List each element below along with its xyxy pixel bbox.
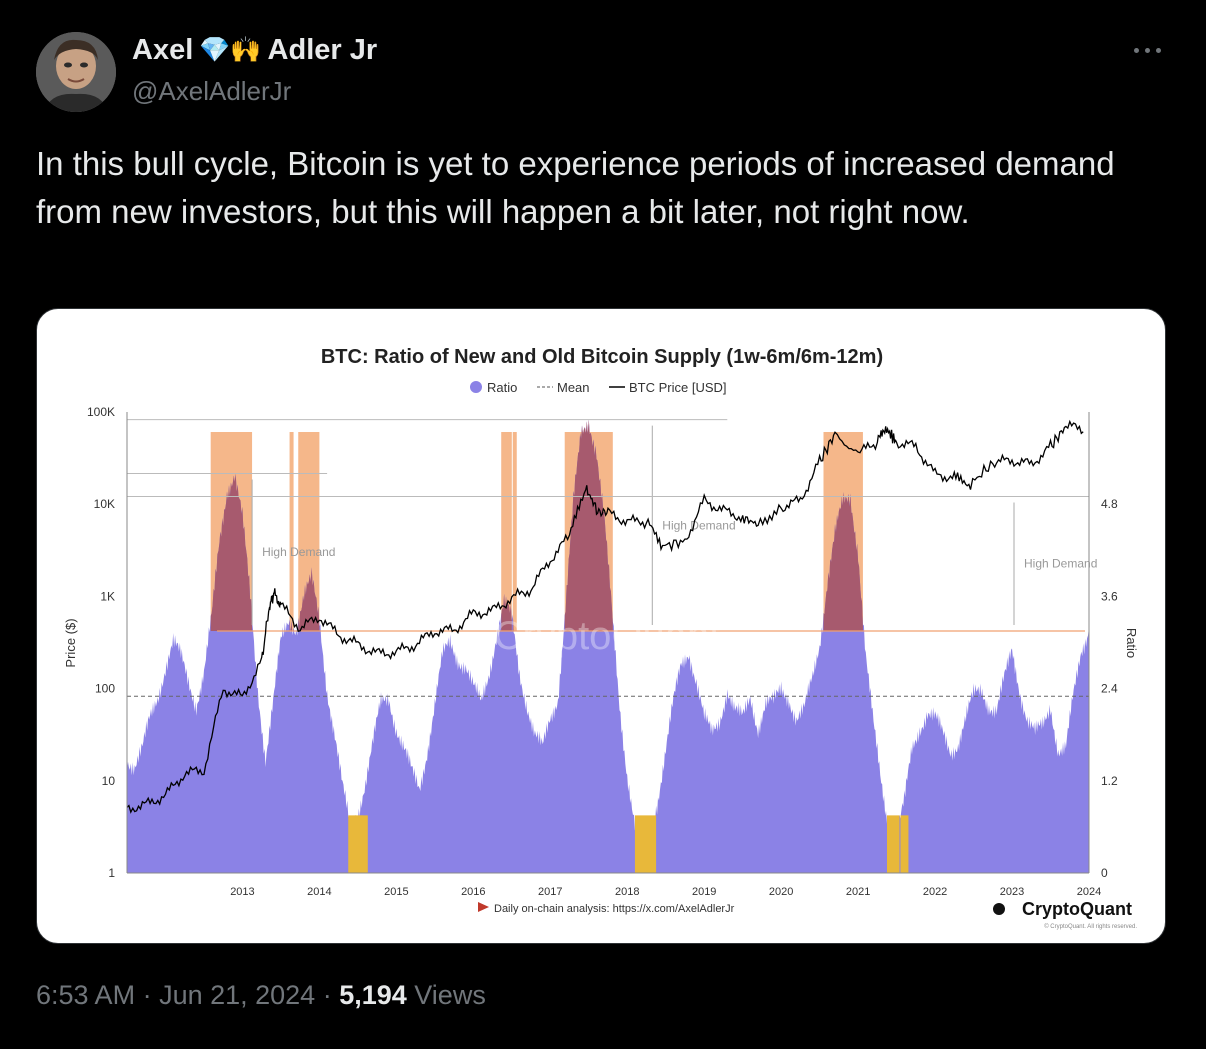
tweet-date[interactable]: Jun 21, 2024 (159, 980, 316, 1010)
x-tick-label: 2022 (923, 886, 947, 898)
high-demand-annotation: High Demand (662, 518, 735, 532)
author-avatar[interactable] (36, 32, 116, 112)
legend-price-label: BTC Price [USD] (629, 380, 727, 395)
low-demand-band (886, 815, 900, 873)
author-handle[interactable]: @AxelAdlerJr (132, 76, 292, 106)
high-demand-band (289, 432, 294, 631)
left-tick-label: 100K (87, 405, 115, 419)
x-tick-label: 2021 (846, 886, 870, 898)
x-tick-label: 2018 (615, 886, 639, 898)
x-tick-label: 2019 (692, 886, 716, 898)
right-tick-label: 4.8 (1101, 497, 1118, 511)
x-tick-label: 2013 (230, 886, 254, 898)
brand-name: CryptoQuant (1022, 899, 1132, 919)
low-demand-band (348, 815, 357, 873)
x-tick-label: 2015 (384, 886, 408, 898)
views-count[interactable]: 5,194 (339, 980, 407, 1010)
legend-ratio-marker (470, 381, 482, 393)
tweet-time[interactable]: 6:53 AM (36, 980, 136, 1010)
brand-logo-icon (993, 903, 1005, 915)
legend-mean-label: Mean (557, 380, 590, 395)
x-tick-label: 2020 (769, 886, 793, 898)
right-tick-label: 2.4 (1101, 682, 1118, 696)
copyright-note: © CryptoQuant. All rights reserved. (1044, 923, 1137, 930)
left-tick-label: 10 (102, 774, 116, 788)
footer-note: Daily on-chain analysis: https://x.com/A… (494, 903, 735, 915)
x-tick-label: 2017 (538, 886, 562, 898)
tweet-text: In this bull cycle, Bitcoin is yet to ex… (36, 145, 1115, 230)
x-tick-label: 2014 (307, 886, 331, 898)
display-name-last: Adler Jr (267, 34, 378, 66)
footer-arrow-icon (478, 902, 489, 912)
more-options-button[interactable] (1130, 40, 1166, 60)
btc-price-line (126, 419, 1084, 814)
high-demand-annotation: High Demand (262, 545, 335, 559)
meta-separator: · (135, 980, 160, 1010)
right-tick-label: 0 (1101, 866, 1108, 880)
left-tick-label: 100 (95, 682, 115, 696)
more-dot (1145, 48, 1150, 53)
low-demand-band (359, 815, 368, 873)
high-demand-band (300, 432, 320, 631)
more-horizontal-icon (1134, 48, 1139, 53)
right-tick-label: 1.2 (1101, 774, 1118, 788)
x-tick-label: 2023 (1000, 886, 1024, 898)
low-demand-band (900, 815, 909, 873)
high-demand-annotation: High Demand (1024, 557, 1097, 571)
meta-separator: · (315, 980, 340, 1010)
high-demand-band (512, 432, 517, 631)
chart-image[interactable]: BTC: Ratio of New and Old Bitcoin Supply… (36, 308, 1166, 944)
right-tick-label: 3.6 (1101, 589, 1118, 603)
x-tick-label: 2024 (1077, 886, 1101, 898)
chart-title: BTC: Ratio of New and Old Bitcoin Supply… (321, 346, 883, 368)
left-axis-label: Price ($) (63, 618, 78, 667)
left-tick-label: 1 (108, 866, 115, 880)
low-demand-band (634, 815, 657, 873)
avatar-image (36, 32, 116, 112)
display-name-first: Axel (132, 34, 194, 66)
left-tick-label: 1K (100, 589, 115, 603)
high-demand-band (501, 432, 512, 631)
low-demand-band (354, 815, 363, 873)
legend-ratio-label: Ratio (487, 380, 517, 395)
chart-svg: BTC: Ratio of New and Old Bitcoin Supply… (63, 346, 1139, 930)
more-dot (1156, 48, 1161, 53)
tweet-meta: 6:53 AM · Jun 21, 2024 · 5,194 Views (36, 980, 486, 1011)
display-name-emojis: 💎🙌 (199, 36, 262, 64)
views-label: Views (406, 980, 486, 1010)
author-name[interactable]: Axel 💎🙌 Adler Jr (132, 34, 377, 67)
watermark: CryptoQuant (494, 614, 721, 658)
x-tick-label: 2016 (461, 886, 485, 898)
right-axis-label: Ratio (1124, 628, 1139, 658)
left-tick-label: 10K (94, 497, 115, 511)
